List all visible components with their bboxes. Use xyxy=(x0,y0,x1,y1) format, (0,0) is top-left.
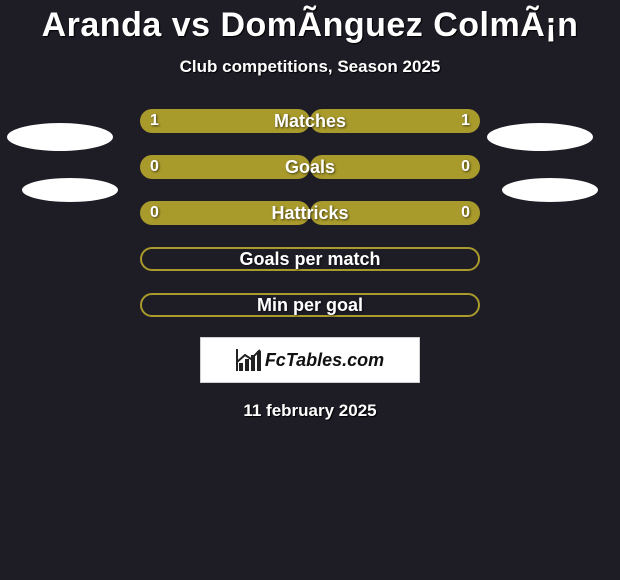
logo-badge: FcTables.com xyxy=(200,337,420,383)
stat-label: Goals xyxy=(0,155,620,179)
stat-label: Matches xyxy=(0,109,620,133)
bar-chart-icon xyxy=(236,349,262,371)
logo-text: FcTables.com xyxy=(265,350,384,371)
date-label: 11 february 2025 xyxy=(0,401,620,421)
stat-label: Hattricks xyxy=(0,201,620,225)
silhouette-ellipse xyxy=(502,178,598,202)
stat-row: 00Hattricks xyxy=(0,201,620,225)
page-title: Aranda vs DomÃ­nguez ColmÃ¡n xyxy=(0,0,620,45)
stat-label: Min per goal xyxy=(0,293,620,317)
silhouette-ellipse xyxy=(22,178,118,202)
page-subtitle: Club competitions, Season 2025 xyxy=(0,57,620,77)
stat-row: Goals per match xyxy=(0,247,620,271)
comparison-card: Aranda vs DomÃ­nguez ColmÃ¡n Club compet… xyxy=(0,0,620,580)
stat-row: 11Matches xyxy=(0,109,620,133)
stat-row: 00Goals xyxy=(0,155,620,179)
stat-row: Min per goal xyxy=(0,293,620,317)
stat-label: Goals per match xyxy=(0,247,620,271)
